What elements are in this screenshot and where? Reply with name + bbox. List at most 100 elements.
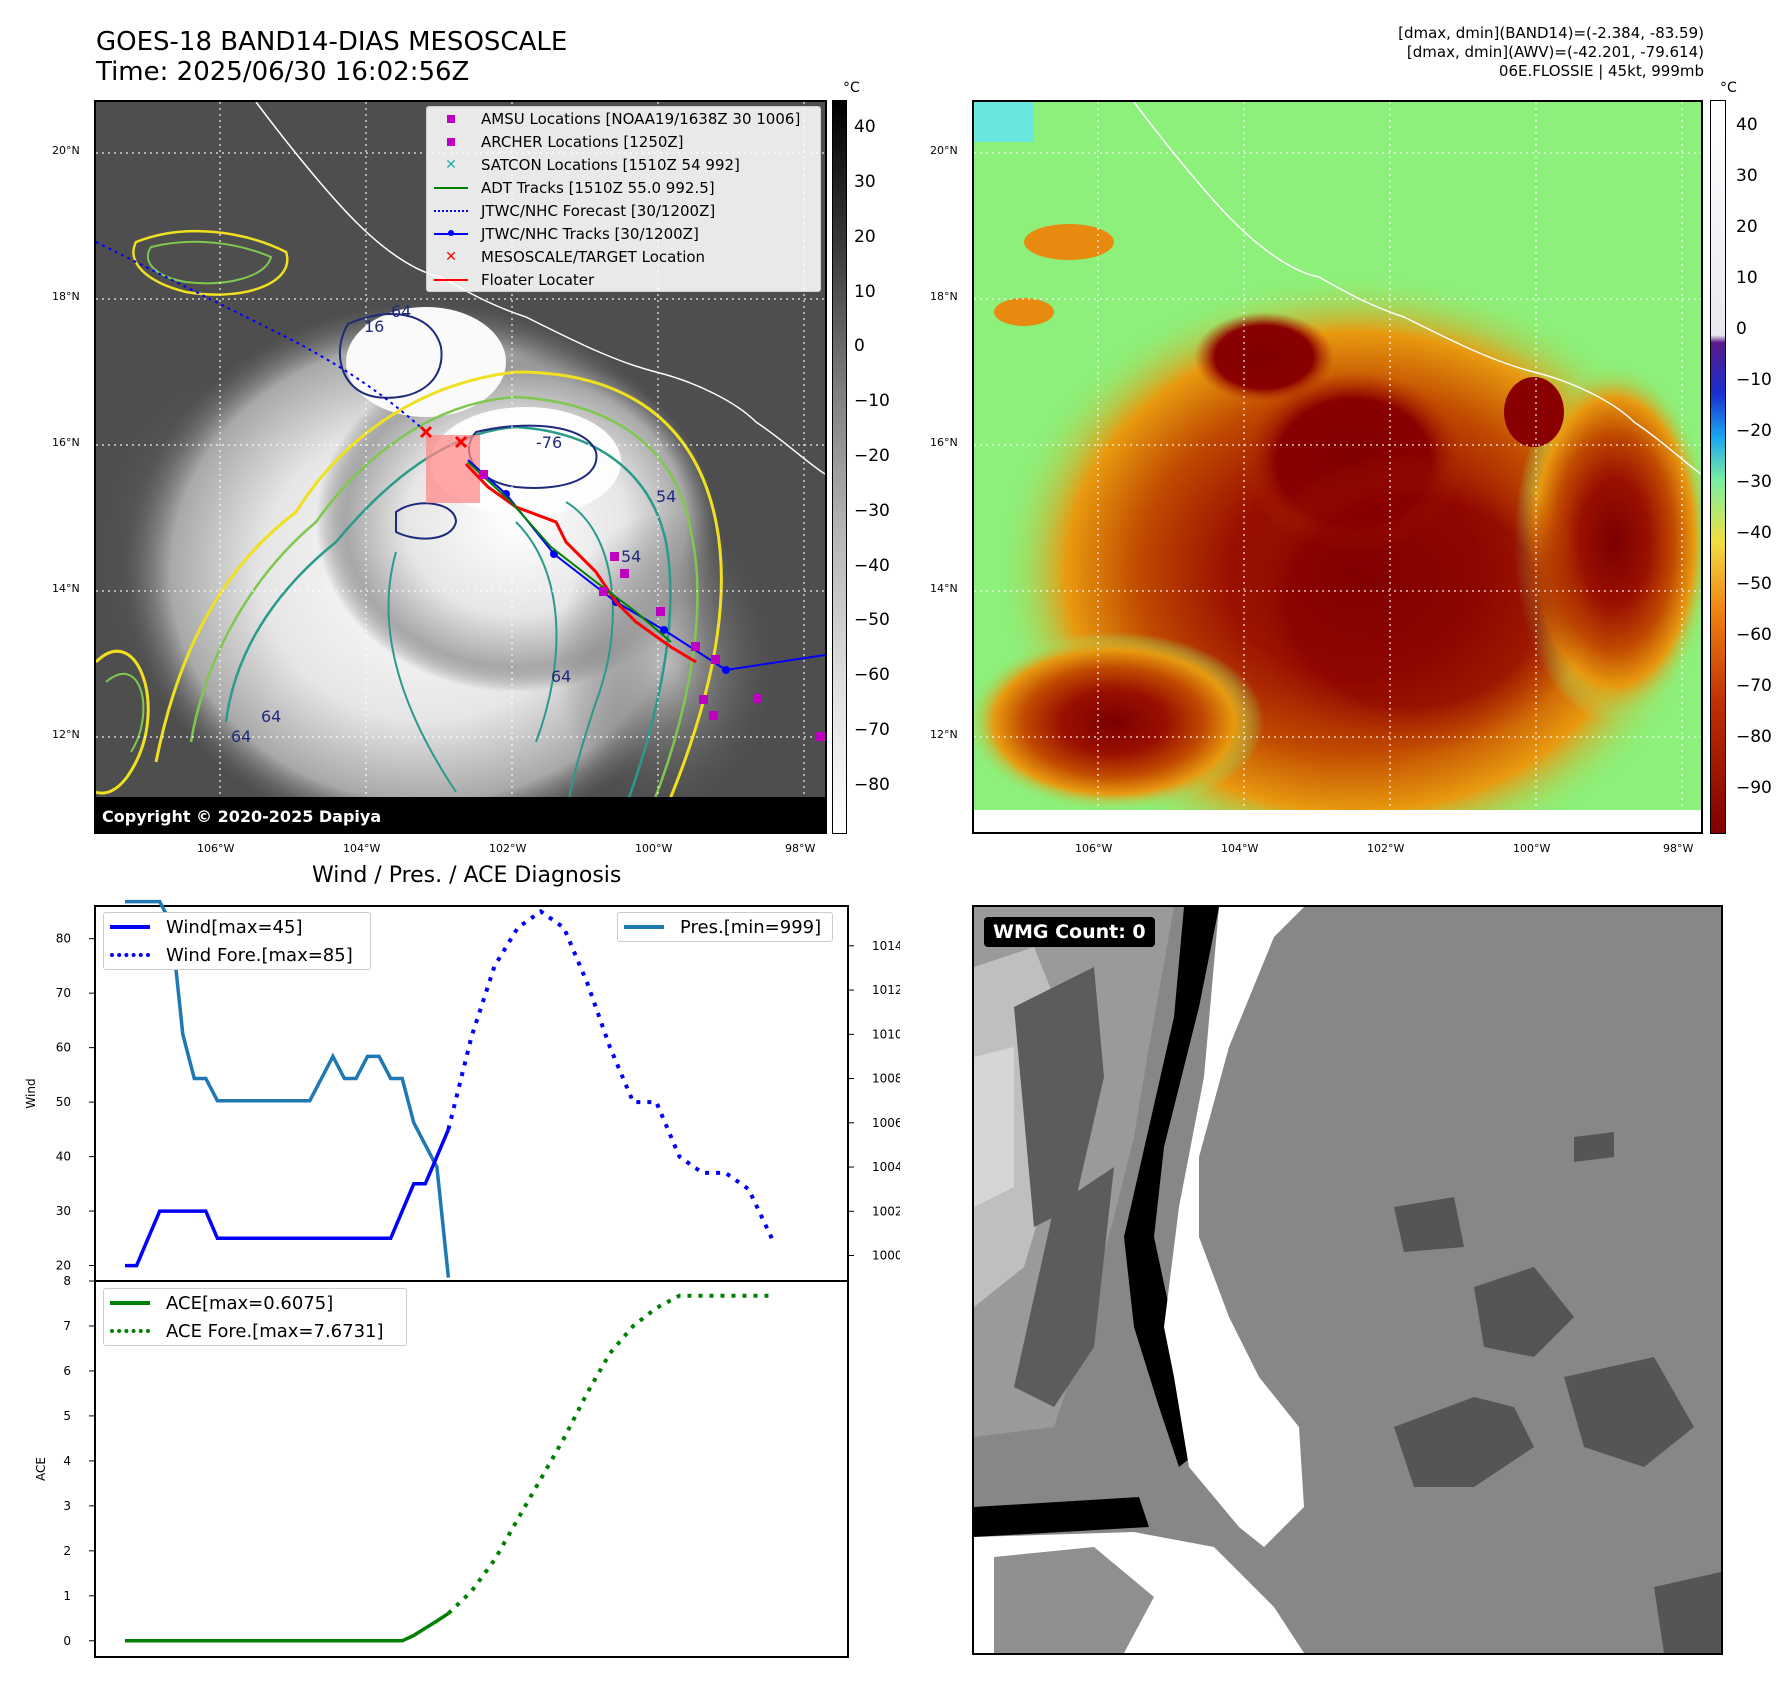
ace-tick-label: 0 [63, 1634, 71, 1648]
lon-label: 102°W [1367, 842, 1405, 855]
ace-forecast-line [447, 1293, 772, 1615]
lat-label: 18°N [52, 290, 80, 303]
legend-label: ARCHER Locations [1250Z] [481, 132, 684, 151]
ace-axes [94, 1280, 849, 1658]
wind-tick-label: 20 [56, 1259, 71, 1273]
lat-label: 14°N [52, 582, 80, 595]
colorbar-tick-label: 0 [1736, 319, 1747, 340]
wind-line [125, 1128, 451, 1268]
lat-label: 12°N [52, 728, 80, 741]
lat-label: 14°N [930, 582, 958, 595]
colorbar-unit: °C [843, 80, 860, 96]
colorbar-tick-label: −30 [854, 500, 890, 521]
legend-label: MESOSCALE/TARGET Location [481, 247, 706, 266]
lat-label: 20°N [52, 144, 80, 157]
legend-label: AMSU Locations [NOAA19/1638Z 30 1006] [481, 109, 801, 128]
ace-line [125, 1611, 450, 1643]
legend-label: Floater Locater [481, 270, 595, 289]
legend-row: JTWC/NHC Tracks [30/1200Z] [427, 222, 820, 245]
legend-row: ADT Tracks [1510Z 55.0 992.5] [427, 176, 820, 199]
colorbar-tick-label: 0 [854, 336, 865, 357]
pressure-tick-label: 1014 [872, 939, 900, 953]
contour-label: -76 [536, 433, 562, 452]
pressure-tick-label: 1004 [872, 1160, 900, 1174]
legend-label: Wind Fore.[max=85] [166, 944, 353, 966]
wind-tick-label: 50 [56, 1095, 71, 1109]
wind-tick-label: 70 [56, 986, 71, 1000]
copyright-label: Copyright © 2020-2025 Dapiya [96, 805, 388, 828]
contour-label: 64 [391, 302, 411, 321]
wmg-count-label: WMG Count: 0 [984, 917, 1155, 947]
contour-label: 16 [364, 317, 384, 336]
diagnosis-title: Wind / Pres. / ACE Diagnosis [312, 863, 622, 888]
pressure-tick-label: 1012 [872, 983, 900, 997]
figure-title: GOES-18 BAND14-DIAS MESOSCALE Time: 2025/… [96, 27, 567, 87]
colorbar-tick-label: 10 [854, 281, 876, 302]
ace-tick-label: 8 [63, 1274, 71, 1288]
legend-row: ✕ SATCON Locations [1510Z 54 992] [427, 153, 820, 176]
pressure-tick-label: 1008 [872, 1072, 900, 1086]
colorbar-tick-label: 40 [1736, 115, 1758, 136]
ace-tick-label: 6 [63, 1364, 71, 1378]
info-storm: 06E.FLOSSIE | 45kt, 999mb [1498, 62, 1704, 80]
square-marker-icon [447, 137, 455, 146]
line-swatch-icon [110, 925, 150, 929]
legend-label: JTWC/NHC Forecast [30/1200Z] [481, 201, 716, 220]
ace-tick-label: 7 [63, 1319, 71, 1333]
ace-tick-label: 1 [63, 1589, 71, 1603]
wind-tick-label: 40 [56, 1150, 71, 1164]
pressure-tick-label: 1006 [872, 1116, 900, 1130]
title-line-time: Time: 2025/06/30 16:02:56Z [96, 57, 470, 87]
legend-label: JTWC/NHC Tracks [30/1200Z] [481, 224, 699, 243]
lon-label: 100°W [635, 842, 673, 855]
legend-label: ADT Tracks [1510Z 55.0 992.5] [481, 178, 715, 197]
legend-label: Wind[max=45] [166, 916, 303, 938]
legend-row: ARCHER Locations [1250Z] [427, 130, 820, 153]
wind-legend: Wind[max=45] Wind Fore.[max=85] [103, 912, 371, 970]
colorbar-tick-label: 40 [854, 117, 876, 138]
colorbar-tick-label: −30 [1736, 472, 1772, 493]
colorbar-tick-label: −60 [854, 665, 890, 686]
contour-label: 64 [551, 667, 571, 686]
ir-map-panel: 64 16 -76 64 54 54 64 64 AMSU Locations … [94, 100, 827, 834]
colorbar-tick-label: −10 [1736, 370, 1772, 391]
title-line-satellite: GOES-18 BAND14-DIAS MESOSCALE [96, 27, 568, 57]
ace-tick-label: 3 [63, 1499, 71, 1513]
legend-row: JTWC/NHC Forecast [30/1200Z] [427, 199, 820, 222]
awv-map-panel [972, 100, 1703, 834]
colorbar-tick-label: 20 [854, 226, 876, 247]
colorbar-tick-label: 10 [1736, 268, 1758, 289]
line-swatch-icon [434, 186, 468, 189]
colorbar-tick-label: −80 [854, 774, 890, 795]
lat-label: 16°N [52, 436, 80, 449]
ace-tick-label: 4 [63, 1454, 71, 1468]
lat-label: 12°N [930, 728, 958, 741]
lon-label: 100°W [1513, 842, 1551, 855]
colorbar-tick-label: 30 [854, 172, 876, 193]
legend-row: Wind[max=45] [104, 913, 370, 941]
pressure-tick-label: 1000 [872, 1249, 900, 1263]
legend-row: ✕ MESOSCALE/TARGET Location [427, 245, 820, 268]
colorbar-tick-label: −70 [1736, 676, 1772, 697]
dotted-line-swatch-icon [110, 1329, 150, 1333]
line-swatch-icon [434, 278, 468, 281]
x-marker-icon: ✕ [445, 156, 457, 173]
colorbar-tick-label: −70 [854, 719, 890, 740]
legend-row: ACE Fore.[max=7.6731] [104, 1317, 406, 1345]
wmg-panel: WMG Count: 0 [972, 905, 1723, 1655]
dotted-line-swatch-icon [110, 953, 150, 957]
colorbar-tick-label: 20 [1736, 217, 1758, 238]
colorbar-tick-label: −40 [854, 555, 890, 576]
contour-label: 54 [656, 487, 676, 506]
lon-label: 106°W [1075, 842, 1113, 855]
colorbar-tick-label: −90 [1736, 778, 1772, 799]
legend-row: Wind Fore.[max=85] [104, 941, 370, 969]
info-band14-range: [dmax, dmin](BAND14)=(-2.384, -83.59) [1398, 24, 1704, 42]
awv-colorbar [1710, 100, 1726, 834]
ace-axis-label: ACE [34, 1457, 48, 1481]
colorbar-tick-label: −50 [1736, 574, 1772, 595]
legend-label: Pres.[min=999] [680, 916, 822, 938]
legend-row: AMSU Locations [NOAA19/1638Z 30 1006] [427, 107, 820, 130]
pressure-tick-label: 1002 [872, 1204, 900, 1218]
awv-map-image [974, 102, 1701, 832]
